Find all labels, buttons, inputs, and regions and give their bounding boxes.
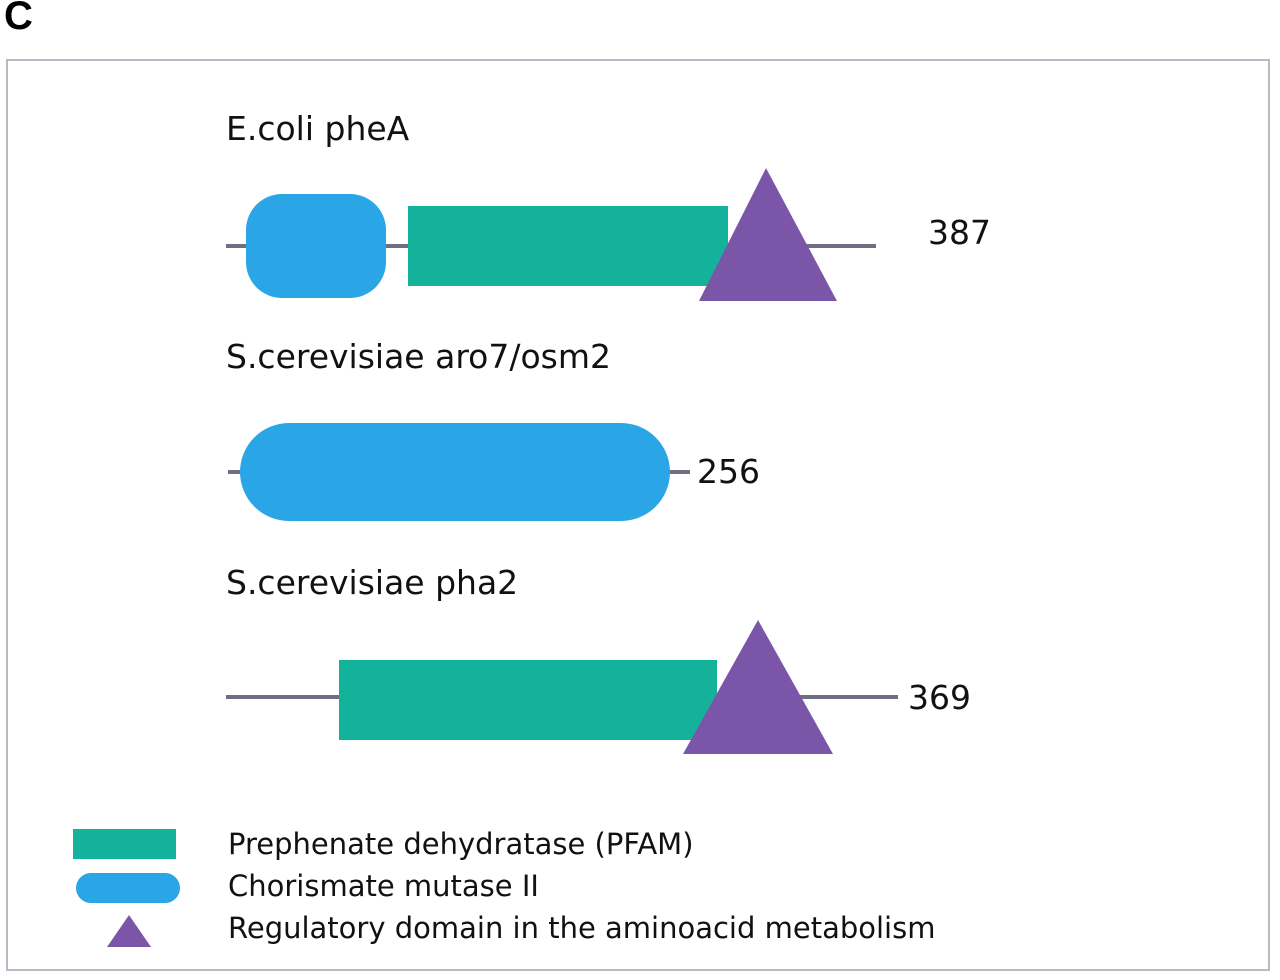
regulatory-domain-triangle <box>699 168 837 301</box>
protein-ecoli-phea: E.coli pheA 387 <box>226 109 991 301</box>
legend-label: Prephenate dehydratase (PFAM) <box>228 827 694 861</box>
legend-item-regulatory-domain: Regulatory domain in the aminoacid metab… <box>107 911 935 947</box>
protein-scerevisiae-pha2: S.cerevisiae pha2 369 <box>226 563 971 754</box>
protein-length: 256 <box>697 452 760 491</box>
protein-name: E.coli pheA <box>226 109 410 148</box>
chorismate-mutase-domain <box>240 423 670 521</box>
protein-scerevisiae-aro7-osm2: S.cerevisiae aro7/osm2 256 <box>226 337 760 521</box>
panel-letter: C <box>4 0 33 38</box>
legend-triangle-swatch <box>107 915 151 947</box>
protein-length: 369 <box>908 678 971 717</box>
legend-label: Chorismate mutase II <box>228 869 539 903</box>
diagram-frame <box>6 59 1270 971</box>
legend-oval-swatch <box>76 873 180 903</box>
chorismate-mutase-domain <box>246 194 386 298</box>
prephenate-dehydratase-domain <box>339 660 717 740</box>
legend-item-prephenate-dehydratase: Prephenate dehydratase (PFAM) <box>73 827 694 861</box>
legend-item-chorismate-mutase: Chorismate mutase II <box>76 869 539 903</box>
regulatory-domain-triangle <box>683 620 833 754</box>
legend-label: Regulatory domain in the aminoacid metab… <box>228 911 935 945</box>
protein-name: S.cerevisiae aro7/osm2 <box>226 337 611 376</box>
legend-rectangle-swatch <box>73 829 176 859</box>
legend: Prephenate dehydratase (PFAM) Chorismate… <box>73 827 935 947</box>
protein-length: 387 <box>928 213 991 252</box>
prephenate-dehydratase-domain <box>408 206 728 286</box>
protein-name: S.cerevisiae pha2 <box>226 563 518 602</box>
